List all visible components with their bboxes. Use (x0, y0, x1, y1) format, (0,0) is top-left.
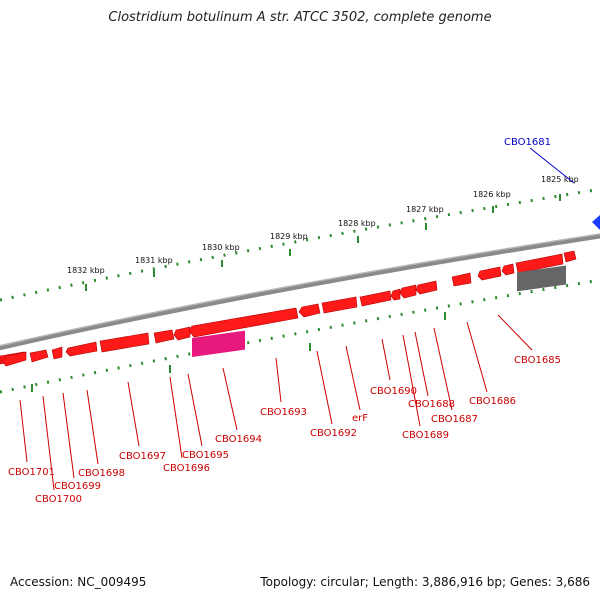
gene-arrow (563, 250, 577, 263)
gene-arrow (65, 341, 98, 357)
gene-arrow (188, 307, 299, 338)
gene-track-forward (0, 250, 577, 367)
gene-arrow (153, 329, 175, 344)
genome-summary-text: Topology: circular; Length: 3,886,916 bp… (260, 575, 590, 589)
gene-label: CBO1696 (163, 463, 210, 474)
ruler-label: 1830 kbp (202, 243, 240, 252)
gene-label: CBO1701 (8, 467, 55, 478)
gene-arrow (399, 284, 417, 299)
ruler-label: 1828 kbp (338, 219, 376, 228)
gene-arrow (477, 266, 502, 281)
gene-label: CBO1700 (35, 494, 82, 505)
gene-label: CBO1693 (260, 407, 307, 418)
ruler-label: 1832 kbp (67, 266, 105, 275)
gene-arrow (451, 272, 472, 287)
accession-text: Accession: NC_009495 (10, 575, 147, 589)
ruler-label: 1827 kbp (406, 205, 444, 214)
major-ticks (31, 194, 561, 392)
gene-label: CBO1692 (310, 428, 357, 439)
gene-label: erF (352, 413, 368, 424)
gene-labels: CBO1681 CBO1685 CBO1686 CBO1687 CBO1688 … (8, 137, 561, 505)
gene-label: CBO1695 (182, 450, 229, 461)
gene-block-pink (192, 330, 245, 358)
gene-label: CBO1685 (514, 355, 561, 366)
inner-ruler (0, 278, 600, 394)
gene-arrow (321, 296, 358, 314)
gene-label: CBO1686 (469, 396, 516, 407)
ruler-label: 1831 kbp (135, 256, 173, 265)
gene-arrow (173, 326, 191, 341)
gene-arrow (390, 288, 401, 301)
gene-label: CBO1688 (408, 399, 455, 410)
gene-label: CBO1690 (370, 386, 417, 397)
leader-lines (19, 314, 533, 491)
genome-backbone (0, 233, 600, 351)
gene-label: CBO1697 (119, 451, 166, 462)
gene-arrow (51, 346, 63, 360)
ruler-label: 1829 kbp (270, 232, 308, 241)
gene-label: CBO1689 (402, 430, 449, 441)
gene-block-grey (517, 265, 566, 292)
gene-arrow (99, 332, 150, 353)
leader-line-blue (529, 147, 575, 184)
gene-arrow (29, 349, 49, 363)
ruler-labels: 1832 kbp 1831 kbp 1830 kbp 1829 kbp 1828… (67, 175, 579, 275)
gene-arrow (1, 351, 27, 367)
gene-arrow-blue (592, 215, 600, 230)
gene-label: CBO1694 (215, 434, 262, 445)
gene-arrow (515, 253, 564, 274)
gene-arrow (415, 280, 438, 295)
gene-label: CBO1699 (54, 481, 101, 492)
gene-label: CBO1698 (78, 468, 125, 479)
gene-arrow (501, 263, 515, 276)
outer-ruler (0, 188, 596, 302)
gene-arrow (298, 303, 321, 318)
map-title: Clostridium botulinum A str. ATCC 3502, … (108, 10, 492, 25)
gene-label: CBO1681 (504, 137, 551, 148)
gene-arrow (359, 290, 392, 307)
ruler-label: 1825 kbp (541, 175, 579, 184)
ruler-label: 1826 kbp (473, 190, 511, 199)
gene-label: CBO1687 (431, 414, 478, 425)
